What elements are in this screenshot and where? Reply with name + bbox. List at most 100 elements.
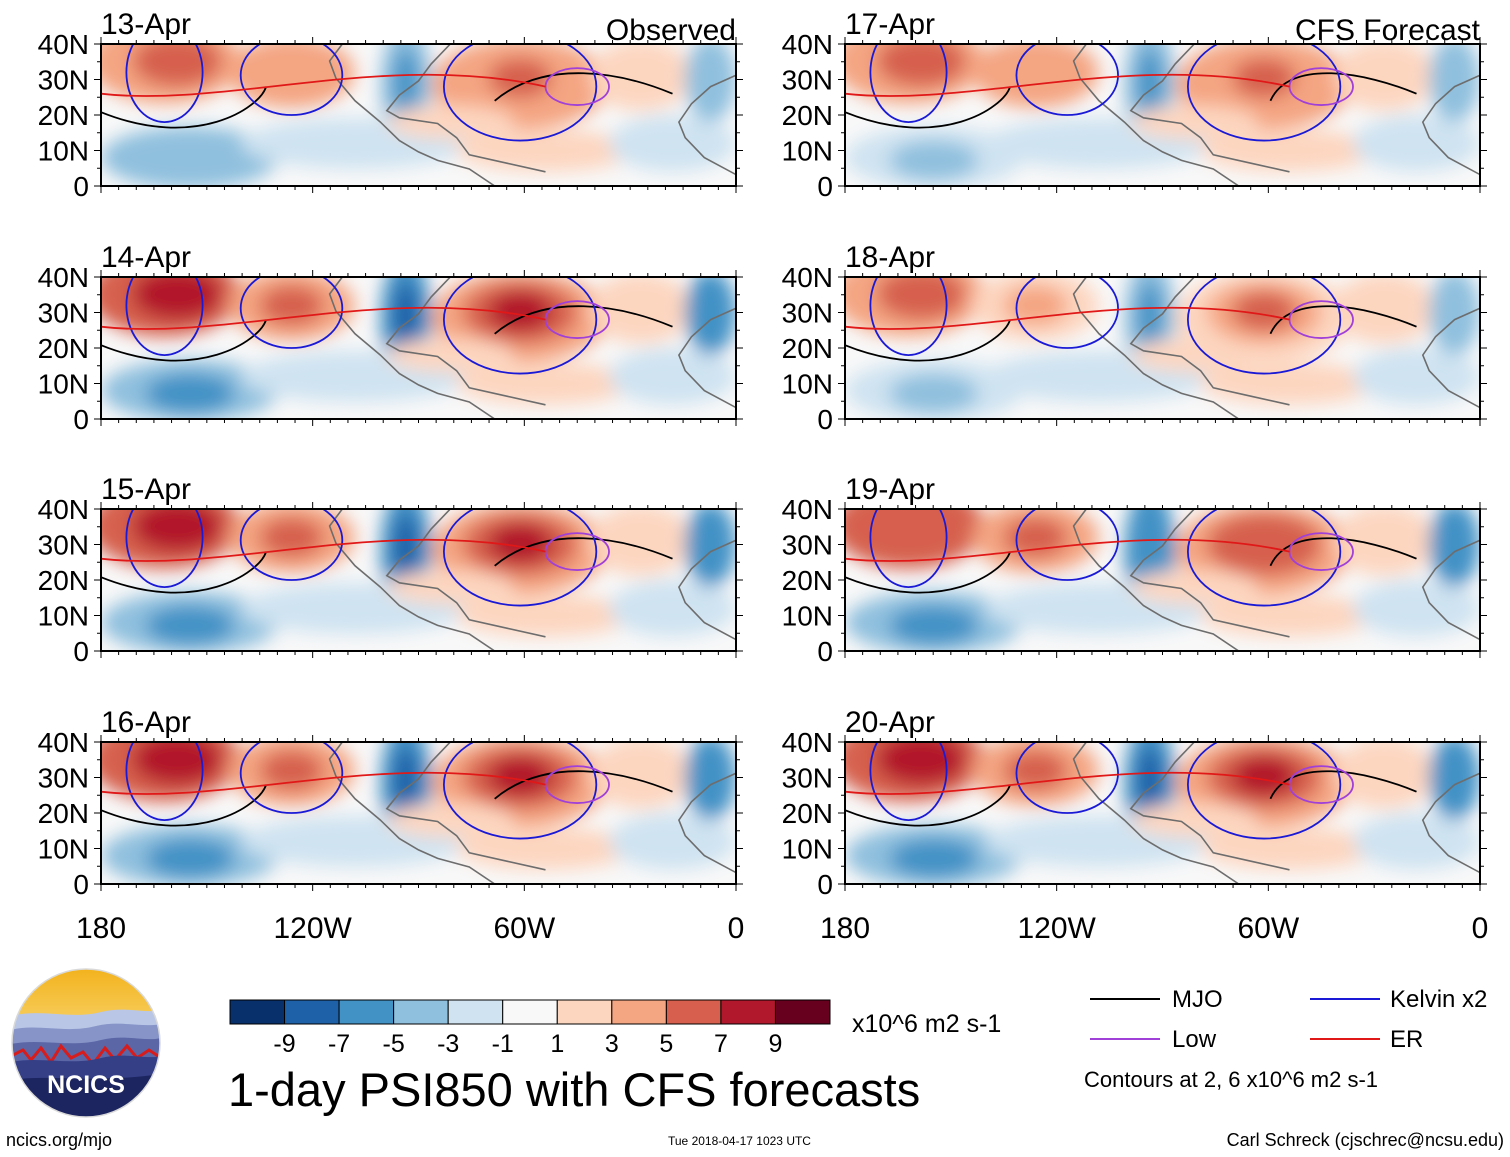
anomaly-blob — [1333, 509, 1436, 576]
anomaly-blob — [589, 277, 692, 344]
anomaly-field — [845, 277, 1480, 419]
contour-legend: MJO Kelvin x2 Low ER — [1090, 986, 1487, 1053]
lat-label: 20N — [782, 565, 833, 596]
mjo-contour — [1269, 770, 1417, 800]
mjo-contour — [1269, 537, 1417, 567]
coastline — [1421, 772, 1480, 874]
anomaly-blob — [589, 509, 692, 576]
anomaly-blob — [1333, 44, 1436, 111]
lat-label: 30N — [38, 530, 89, 561]
mjo-contour — [845, 551, 1011, 594]
kelvin-contour — [239, 742, 344, 814]
lon-label: 180 — [820, 912, 870, 945]
anomaly-blob — [609, 114, 736, 172]
anomaly-blob — [1429, 44, 1480, 123]
lat-label: 30N — [782, 298, 833, 329]
coastline — [328, 44, 496, 186]
contours-note: Contours at 2, 6 x10^6 m2 s-1 — [1084, 1067, 1379, 1092]
colorbar-box — [284, 999, 340, 1025]
contours — [845, 742, 1417, 840]
anomaly-blob — [1429, 742, 1480, 821]
coastline — [677, 74, 736, 176]
lat-label: 30N — [38, 65, 89, 96]
kelvin-contour — [1187, 44, 1342, 142]
coastline — [1072, 742, 1240, 884]
timestamp: Tue 2018-04-17 1023 UTC — [668, 1134, 811, 1148]
lon-label: 0 — [1472, 912, 1489, 945]
kelvin-contour — [869, 277, 948, 356]
er-contour — [101, 538, 546, 562]
contours — [101, 44, 673, 142]
anomaly-blob — [1429, 509, 1480, 588]
axis-ticks — [94, 270, 743, 426]
mjo-contour — [101, 86, 267, 129]
kelvin-contour — [443, 509, 598, 607]
contours — [101, 277, 673, 375]
lat-label: 20N — [782, 798, 833, 829]
colorbar-tick-label: 1 — [550, 1030, 564, 1058]
lat-label: 0 — [817, 171, 833, 202]
map-panel — [838, 37, 1487, 193]
mjo-contour — [845, 784, 1011, 827]
colorbar-tick-label: 3 — [605, 1030, 619, 1058]
colorbar-tick-label: 5 — [659, 1030, 673, 1058]
lat-label: 40N — [38, 29, 89, 60]
colorbar-box — [393, 999, 449, 1025]
lat-label: 10N — [38, 136, 89, 167]
colorbar-tick-label: 7 — [714, 1030, 728, 1058]
lat-label: 20N — [38, 565, 89, 596]
colorbar-box — [720, 999, 776, 1025]
lat-label: 20N — [38, 798, 89, 829]
colorbar-box — [665, 999, 722, 1025]
anomaly-field — [845, 509, 1480, 651]
contours — [101, 509, 673, 607]
anomaly-blob — [145, 605, 235, 646]
lat-label: 10N — [782, 136, 833, 167]
anomaly-blob — [386, 570, 514, 605]
mjo-contour — [1269, 72, 1417, 102]
colorbar-tick-label: -7 — [328, 1030, 350, 1058]
mjo-contour — [1269, 305, 1417, 335]
panel-corner-label: CFS Forecast — [1295, 14, 1481, 47]
anomaly-blob — [1353, 348, 1480, 405]
colorbar-tick-label: -9 — [273, 1030, 295, 1058]
mjo-contour — [101, 319, 267, 362]
anomaly-blob — [609, 813, 736, 870]
lat-label: 20N — [38, 100, 89, 131]
lon-label: 120W — [273, 912, 352, 945]
axis-ticks — [838, 270, 1487, 426]
map-panel — [838, 735, 1487, 891]
lat-label: 30N — [38, 763, 89, 794]
credit: Carl Schreck (cjschrec@ncsu.edu) — [1226, 1130, 1504, 1150]
lat-label: 40N — [38, 494, 89, 525]
colorbar-units: x10^6 m2 s-1 — [852, 1010, 1002, 1038]
lat-label: 10N — [38, 369, 89, 400]
lat-label: 30N — [782, 65, 833, 96]
coastline — [1072, 277, 1240, 419]
panel-date-label: 14-Apr — [101, 241, 191, 274]
anomaly-blob — [1130, 570, 1258, 605]
lat-label: 10N — [38, 834, 89, 865]
er-contour — [101, 306, 546, 330]
anomaly-blob — [393, 746, 419, 818]
lat-label: 20N — [782, 333, 833, 364]
axis-ticks — [838, 735, 1487, 891]
kelvin-contour — [443, 277, 598, 375]
lat-label: 40N — [38, 727, 89, 758]
legend-label: MJO — [1172, 986, 1223, 1013]
anomaly-blob — [386, 338, 514, 373]
anomaly-field — [101, 44, 736, 186]
lat-label: 0 — [73, 869, 89, 900]
coastline — [1421, 307, 1480, 409]
coastline — [677, 307, 736, 409]
lat-label: 40N — [782, 494, 833, 525]
mjo-contour — [101, 551, 267, 594]
kelvin-contour — [125, 742, 204, 821]
coastline — [1421, 539, 1480, 641]
er-contour — [845, 771, 1290, 795]
kelvin-contour — [239, 277, 344, 349]
contours — [845, 44, 1417, 142]
colorbar: -9 -7 -5 -3 -1 1 3 5 7 9 — [229, 999, 831, 1058]
